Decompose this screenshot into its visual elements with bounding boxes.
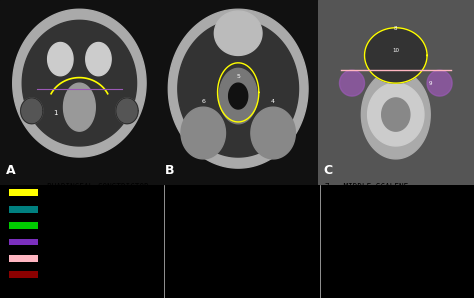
Polygon shape	[181, 107, 226, 159]
Polygon shape	[168, 9, 308, 168]
Text: 9 - ANTERIOR SCALENE
MUSCLE: 9 - ANTERIOR SCALENE MUSCLE	[325, 228, 417, 248]
Text: 1: 1	[54, 110, 58, 116]
FancyBboxPatch shape	[9, 255, 38, 262]
FancyBboxPatch shape	[9, 206, 38, 212]
Polygon shape	[86, 43, 111, 76]
Polygon shape	[13, 9, 146, 157]
Polygon shape	[427, 70, 452, 96]
Text: 7 - MIDDLE SCALENE
MUSCLE: 7 - MIDDLE SCALENE MUSCLE	[325, 183, 408, 202]
Text: 8 - THYROIOD CARTILAGE: 8 - THYROIOD CARTILAGE	[325, 211, 427, 220]
Text: PAROTID: PAROTID	[47, 205, 80, 214]
Polygon shape	[368, 83, 424, 146]
Polygon shape	[251, 107, 295, 159]
Polygon shape	[214, 11, 262, 55]
Text: 9: 9	[428, 81, 432, 86]
Text: 6 - PTERYGOID MUSCLE: 6 - PTERYGOID MUSCLE	[168, 272, 261, 281]
Text: 5: 5	[236, 74, 240, 79]
Polygon shape	[22, 20, 137, 146]
Text: 4: 4	[271, 100, 275, 105]
Text: 6: 6	[201, 100, 205, 105]
Text: 3 - MASSETER MUSCLE: 3 - MASSETER MUSCLE	[168, 222, 256, 231]
Polygon shape	[48, 43, 73, 76]
Polygon shape	[64, 83, 95, 131]
Polygon shape	[21, 98, 43, 124]
Text: C: C	[324, 164, 333, 177]
Polygon shape	[228, 83, 248, 109]
Text: A: A	[6, 164, 16, 177]
Text: BRACHIAL PLEXUS: BRACHIAL PLEXUS	[47, 254, 117, 263]
Text: 10: 10	[392, 48, 399, 53]
Polygon shape	[219, 68, 257, 124]
Polygon shape	[382, 98, 410, 131]
FancyBboxPatch shape	[9, 222, 38, 229]
Polygon shape	[365, 28, 427, 83]
Text: PHARINGEAL CONSTRICTOR
MUSCLES: PHARINGEAL CONSTRICTOR MUSCLES	[47, 183, 149, 202]
Text: SPINAL CORD: SPINAL CORD	[47, 221, 98, 230]
Text: 10 - ARYTENOID CARTILAGE: 10 - ARYTENOID CARTILAGE	[325, 256, 436, 265]
Polygon shape	[116, 98, 138, 124]
Text: 1 - OCCIPITAL CONDYLE: 1 - OCCIPITAL CONDYLE	[168, 188, 265, 197]
Polygon shape	[339, 70, 365, 96]
Text: 8: 8	[394, 26, 398, 31]
FancyBboxPatch shape	[9, 189, 38, 196]
Polygon shape	[361, 70, 430, 159]
FancyBboxPatch shape	[9, 271, 38, 278]
Text: B: B	[165, 164, 174, 177]
Text: 2 - MANDIBULAR BRANCH: 2 - MANDIBULAR BRANCH	[168, 205, 265, 214]
Polygon shape	[178, 20, 299, 157]
FancyBboxPatch shape	[9, 238, 38, 245]
Text: MANDIBLE: MANDIBLE	[47, 238, 84, 246]
Text: LARYNX: LARYNX	[47, 270, 75, 279]
Text: 5 - LONGUS CAPITIS MUSCLE: 5 - LONGUS CAPITIS MUSCLE	[168, 255, 284, 264]
Text: 4 - STERNOCLEIDOMASTOID
MUSCLE: 4 - STERNOCLEIDOMASTOID MUSCLE	[168, 233, 274, 253]
